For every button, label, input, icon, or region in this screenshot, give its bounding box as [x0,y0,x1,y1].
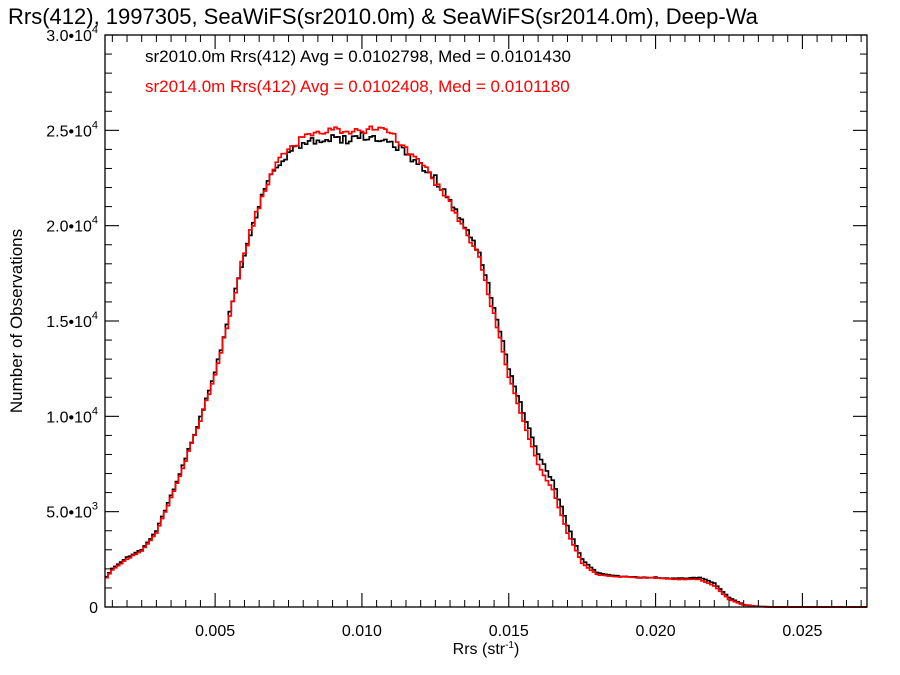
legend-entry-sr2014: sr2014.0m Rrs(412) Avg = 0.0102408, Med … [145,77,570,96]
series-layer [105,125,867,608]
legend-entry-sr2010: sr2010.0m Rrs(412) Avg = 0.0102798, Med … [145,47,571,66]
x-axis: 0.005 0.010 0.015 0.020 0.025 [111,35,862,640]
y-tick-label: 5.0•103 [46,501,98,522]
y-axis: 0 5.0•103 1.0•104 1.5•104 2.0•104 2.5•104… [46,24,867,617]
y-tick-label: 1.0•104 [46,405,98,426]
x-tick-label: 0.025 [782,623,822,640]
y-tick-label: 3.0•104 [46,24,98,45]
x-tick-label: 0.020 [636,623,676,640]
legend: sr2010.0m Rrs(412) Avg = 0.0102798, Med … [145,47,571,96]
chart-title: Rrs(412), 1997305, SeaWiFS(sr2010.0m) & … [8,4,759,29]
plot-frame [104,34,868,608]
y-axis-label: Number of Observations [7,229,26,413]
x-tick-label: 0.010 [342,623,382,640]
y-tick-label: 1.5•104 [46,310,98,331]
x-tick-label: 0.015 [489,623,529,640]
series-line-sr2010 [105,131,867,608]
series-line-sr2014 [105,125,867,608]
y-tick-label: 2.0•104 [46,215,98,236]
y-tick-label: 0 [89,600,98,617]
x-tick-label: 0.005 [195,623,235,640]
x-axis-label: Rrs (str-1) [453,640,520,658]
y-tick-label: 2.5•104 [46,119,98,140]
